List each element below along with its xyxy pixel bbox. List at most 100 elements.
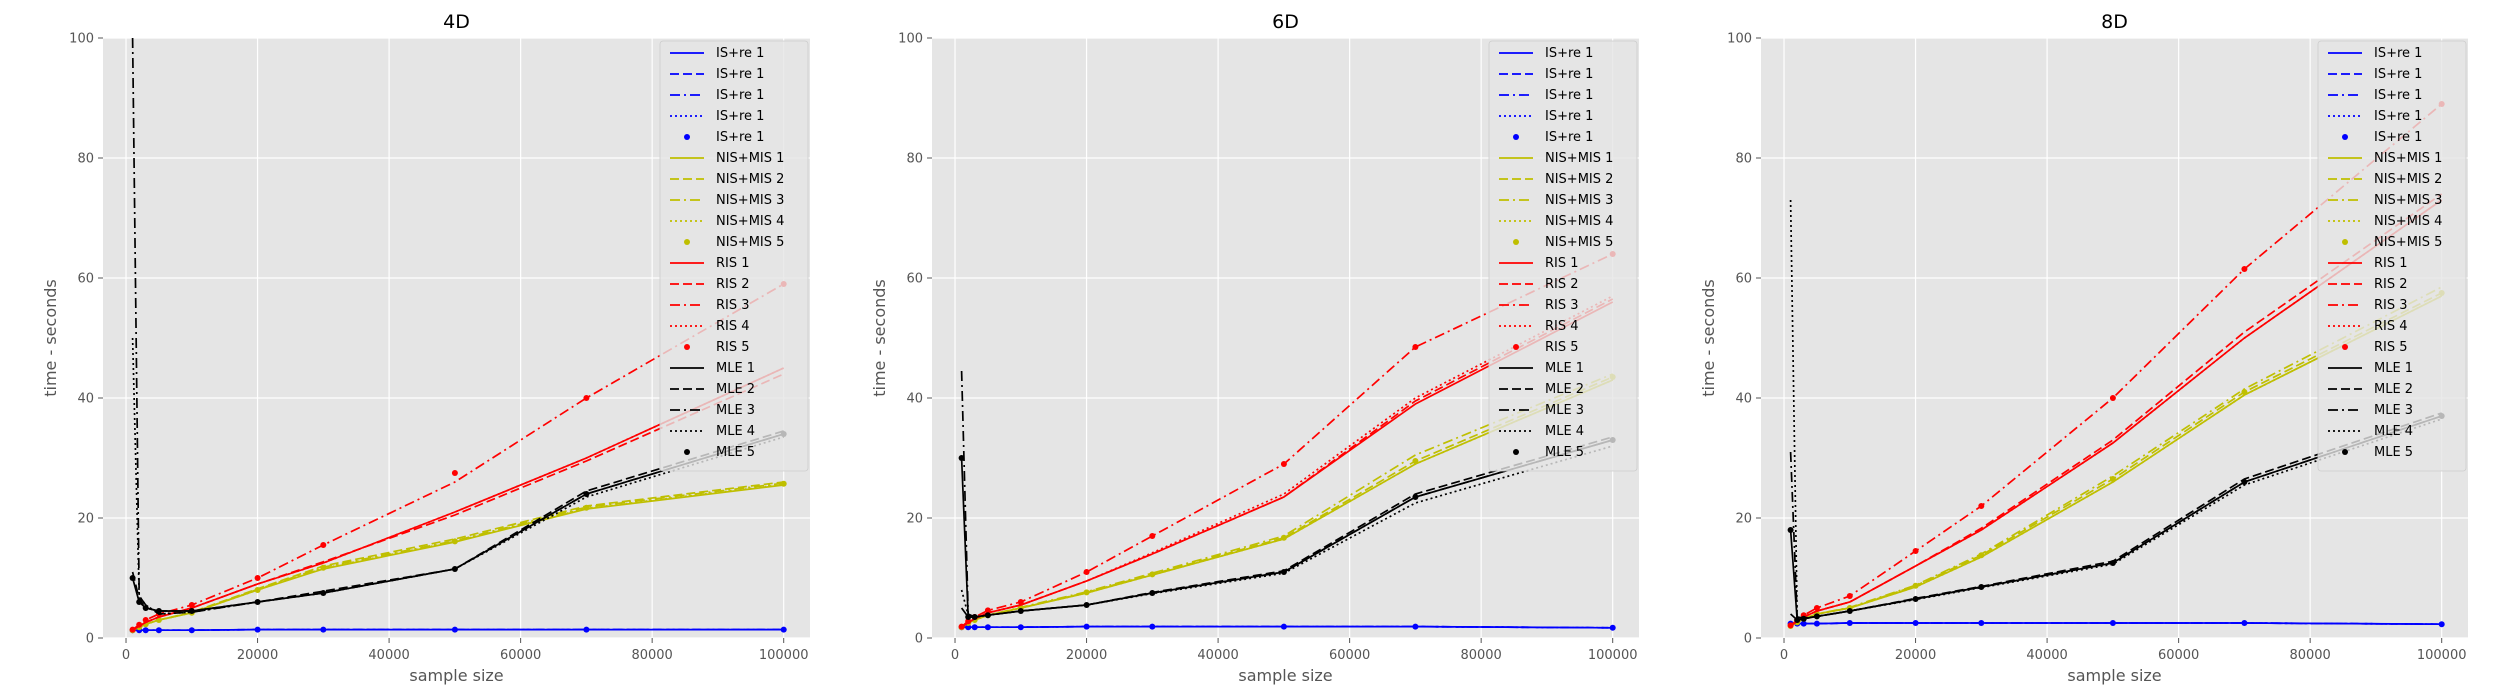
x-tick-label: 0 xyxy=(951,648,959,663)
data-point xyxy=(451,626,458,633)
data-point xyxy=(129,626,136,633)
legend-label: NIS+MIS 3 xyxy=(1545,193,1613,208)
legend-swatch xyxy=(2342,239,2348,245)
data-point xyxy=(1149,571,1156,578)
data-point xyxy=(583,395,590,401)
data-point xyxy=(984,607,991,614)
x-tick-label: 60000 xyxy=(500,648,541,663)
x-axis-label: sample size xyxy=(1238,666,1332,685)
legend-label: NIS+MIS 4 xyxy=(716,214,784,229)
data-point xyxy=(583,491,590,497)
y-tick-label: 20 xyxy=(77,512,94,527)
legend-box xyxy=(2317,40,2467,472)
data-point xyxy=(2109,560,2116,566)
data-point xyxy=(188,602,195,608)
series-line xyxy=(961,253,1614,628)
series-line xyxy=(1790,412,2442,621)
legend-swatch xyxy=(1513,344,1519,350)
x-tick-label: 0 xyxy=(1780,648,1788,663)
legend-swatch xyxy=(2342,134,2348,140)
legend-label: IS+re 1 xyxy=(1545,109,1593,124)
series-line xyxy=(131,337,784,615)
data-point xyxy=(136,621,143,628)
series-line xyxy=(1790,193,2443,627)
data-point xyxy=(2241,620,2248,626)
data-point xyxy=(2241,266,2248,272)
legend-label: IS+re 1 xyxy=(716,67,764,82)
legend-label: MLE 2 xyxy=(716,382,755,397)
legend-label: MLE 4 xyxy=(2374,424,2413,439)
data-point xyxy=(1280,461,1287,467)
legend-label: IS+re 1 xyxy=(716,130,764,145)
y-tick-label: 60 xyxy=(906,272,923,287)
data-point xyxy=(129,575,136,581)
data-point xyxy=(1846,593,1853,599)
x-tick-label: 80000 xyxy=(1460,648,1501,663)
series-line xyxy=(132,283,785,631)
y-tick-label: 60 xyxy=(1735,272,1752,287)
legend-label: RIS 3 xyxy=(716,298,750,313)
data-point xyxy=(780,626,787,633)
data-point xyxy=(1912,596,1919,602)
legend-label: RIS 1 xyxy=(1545,256,1579,271)
data-point xyxy=(958,455,965,461)
legend-swatch xyxy=(1513,134,1519,140)
data-point xyxy=(1787,527,1794,533)
legend-label: IS+re 1 xyxy=(716,88,764,103)
y-axis-label: time - seconds xyxy=(870,279,889,397)
data-point xyxy=(971,614,978,620)
legend-label: MLE 1 xyxy=(2374,361,2413,376)
x-tick-label: 40000 xyxy=(368,648,409,663)
series-line xyxy=(1790,199,2443,627)
data-point xyxy=(1912,582,1919,589)
legend-swatch xyxy=(684,344,690,350)
legend-label: RIS 2 xyxy=(716,277,750,292)
series-line xyxy=(961,295,1614,628)
data-point xyxy=(254,599,261,605)
series-line xyxy=(961,625,1613,629)
data-point xyxy=(451,566,458,572)
data-point xyxy=(1846,620,1853,626)
data-point xyxy=(1083,589,1090,596)
legend-label: RIS 4 xyxy=(2374,319,2408,334)
legend-label: RIS 5 xyxy=(1545,340,1579,355)
series-line xyxy=(1790,622,2442,626)
data-point xyxy=(451,538,458,545)
data-point xyxy=(1149,590,1156,596)
legend-label: RIS 3 xyxy=(2374,298,2408,313)
data-point xyxy=(965,624,972,631)
series-line xyxy=(1790,292,2443,627)
legend-label: IS+re 1 xyxy=(716,109,764,124)
series-line xyxy=(1790,103,2443,627)
chart-panel-1: 0 20000 40000 60000 80000 100000 0 20 40 60 80 100 4… xyxy=(41,11,810,685)
legend-label: MLE 2 xyxy=(1545,382,1584,397)
x-tick-label: 20000 xyxy=(1895,648,1936,663)
x-tick-label: 100000 xyxy=(759,648,809,663)
chart-title: 4D xyxy=(443,11,470,33)
data-point xyxy=(1280,569,1287,575)
series-line xyxy=(132,367,785,631)
y-tick-label: 0 xyxy=(1744,632,1752,647)
data-point xyxy=(188,608,195,614)
series-line xyxy=(132,628,784,632)
data-point xyxy=(1800,620,1807,627)
data-point xyxy=(1912,620,1919,626)
legend-label: RIS 5 xyxy=(716,340,750,355)
data-point xyxy=(984,612,991,619)
data-point xyxy=(1912,548,1919,554)
legend-label: MLE 2 xyxy=(2374,382,2413,397)
data-point xyxy=(1412,623,1419,630)
data-point xyxy=(188,627,195,634)
legend-swatch xyxy=(684,449,690,455)
y-axis-label: time - seconds xyxy=(41,279,60,397)
y-tick-label: 20 xyxy=(1735,512,1752,527)
legend-label: MLE 4 xyxy=(716,424,755,439)
data-point xyxy=(1083,602,1090,608)
data-point xyxy=(1412,458,1419,464)
legend-label: RIS 4 xyxy=(1545,319,1579,334)
legend-label: IS+re 1 xyxy=(1545,88,1593,103)
legend-label: NIS+MIS 2 xyxy=(716,172,784,187)
legend-label: IS+re 1 xyxy=(716,46,764,61)
data-point xyxy=(1412,494,1419,500)
data-point xyxy=(1412,344,1419,350)
